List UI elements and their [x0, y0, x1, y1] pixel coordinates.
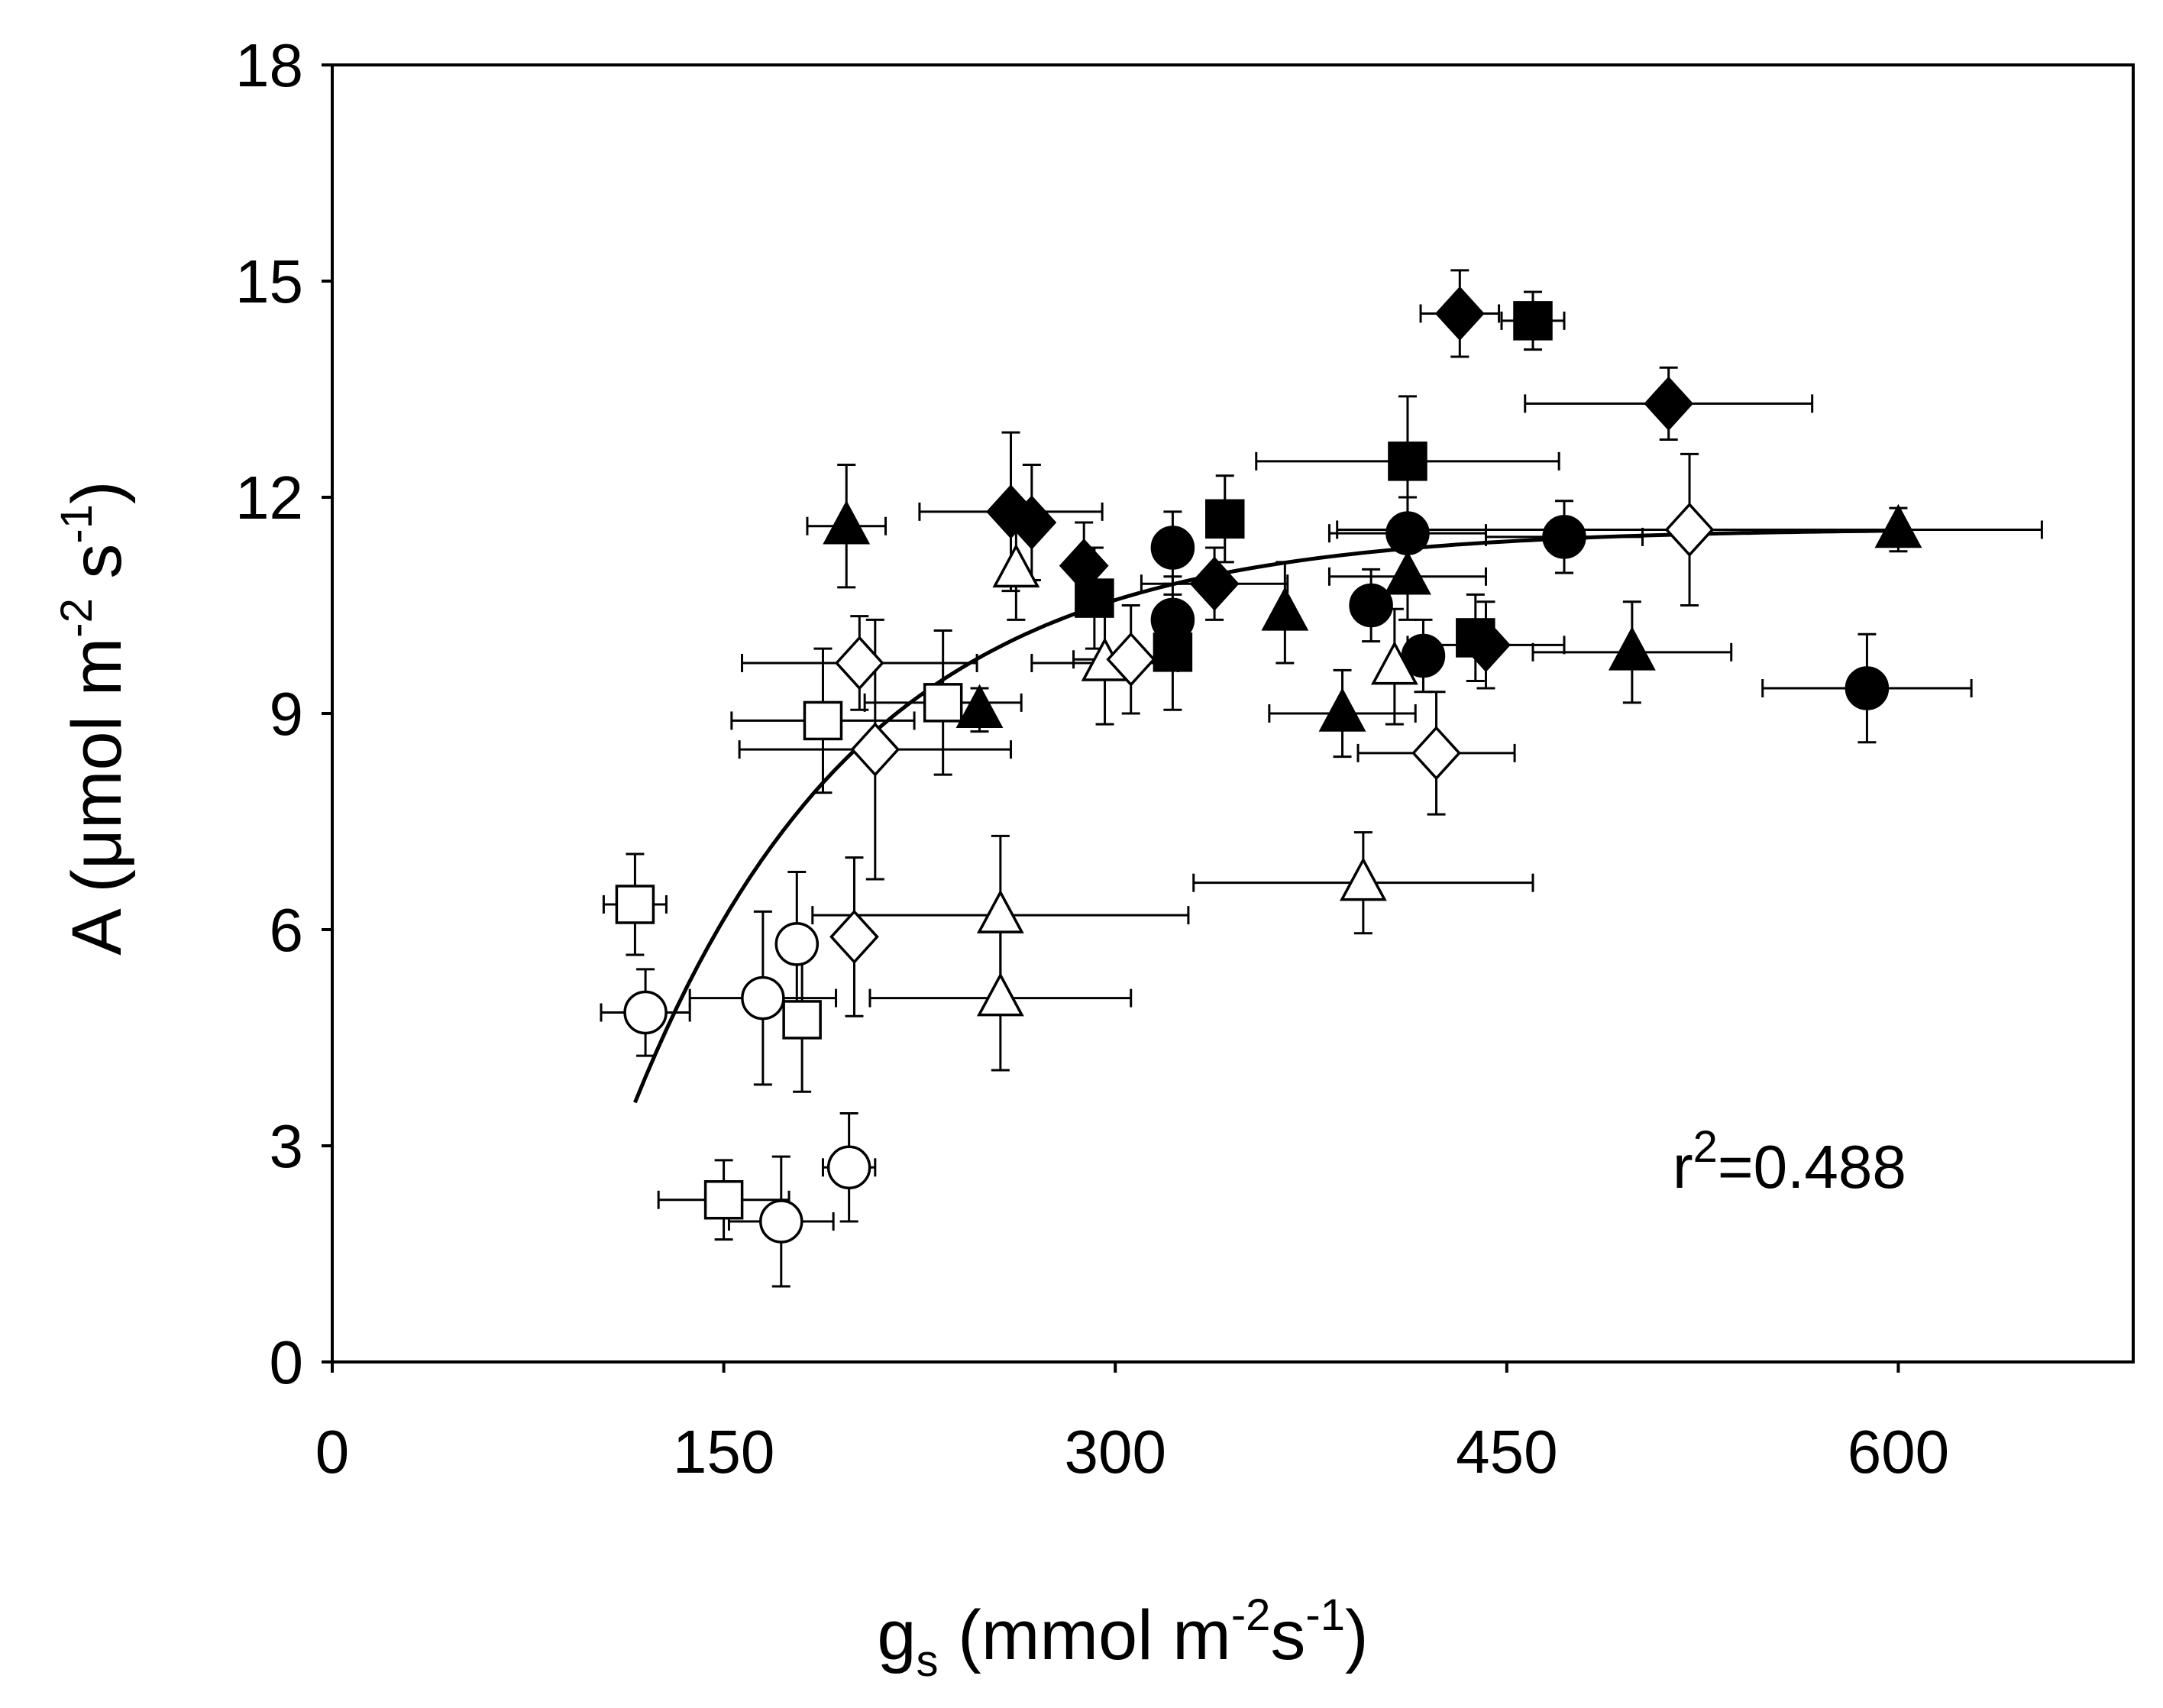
- y-tick-label: 3: [270, 1112, 304, 1180]
- open-diamond-point: [850, 722, 900, 777]
- filled-square-point: [1204, 499, 1245, 539]
- open-triangle-point: [976, 889, 1024, 933]
- open-circle-point: [774, 922, 820, 966]
- open-diamond-point: [829, 909, 879, 965]
- open-circle-point: [759, 1199, 803, 1244]
- r-squared-annotation: r2=0.488: [1673, 1122, 1906, 1201]
- filled-triangle-point: [1318, 687, 1366, 732]
- filled-square-point: [1513, 301, 1553, 341]
- y-tick-label: 9: [270, 680, 304, 748]
- x-title-main: g: [877, 1596, 916, 1674]
- open-circle-point: [741, 975, 785, 1021]
- x-title-mid: s: [1270, 1596, 1305, 1674]
- filled-triangle-point: [1261, 587, 1309, 631]
- open-square-point: [803, 700, 843, 741]
- filled-circle-point: [1401, 633, 1446, 678]
- y-tick-label: 0: [270, 1328, 304, 1396]
- y-axis: 0 3 6 9 12 15 18: [235, 31, 332, 1396]
- filled-diamond-point: [1644, 376, 1694, 431]
- open-circle-point: [826, 1145, 871, 1190]
- y-title-main: A (: [58, 869, 136, 956]
- r2-exponent: 2: [1693, 1122, 1718, 1172]
- filled-diamond-point: [1434, 286, 1485, 341]
- y-tick-label: 6: [270, 896, 304, 964]
- open-diamond-point: [1411, 726, 1461, 781]
- x-title-exp1: -2: [1231, 1590, 1271, 1640]
- fit-curve-layer: [633, 529, 1899, 1104]
- data-markers: [615, 286, 1922, 1244]
- filled-triangle-point: [1384, 551, 1431, 595]
- filled-diamond-point: [1059, 539, 1109, 594]
- x-title-unit: (mmol m: [939, 1596, 1231, 1674]
- y-title-unit: mol m: [58, 638, 136, 829]
- x-axis: 0 150 300 450 600: [315, 1362, 1949, 1486]
- y-title-mid: s: [58, 544, 136, 599]
- y-title-exp2: -1: [52, 504, 102, 544]
- y-axis-title: A (μmol m-2 s-1): [52, 480, 136, 955]
- filled-circle-point: [1542, 515, 1586, 559]
- filled-diamond-point: [1007, 495, 1057, 550]
- open-triangle-point: [976, 972, 1024, 1017]
- x-axis-title: gs (mmol m-2s-1): [877, 1590, 1368, 1686]
- filled-triangle-point: [1608, 626, 1656, 671]
- y-tick-label: 15: [235, 247, 303, 315]
- open-diamond-point: [1664, 502, 1715, 558]
- open-square-point: [615, 885, 655, 924]
- filled-triangle-point: [1874, 503, 1922, 548]
- open-square-point: [923, 683, 963, 723]
- filled-square-point: [1388, 442, 1427, 481]
- open-diamond-point: [1106, 632, 1156, 687]
- filled-diamond-point: [1189, 556, 1240, 611]
- x-title-sub: s: [917, 1636, 939, 1686]
- open-triangle-point: [1370, 640, 1418, 685]
- filled-triangle-point: [823, 500, 871, 545]
- filled-circle-point: [1845, 666, 1890, 710]
- open-diamond-point: [834, 636, 884, 691]
- x-tick-label: 300: [1064, 1418, 1166, 1486]
- open-triangle-point: [1339, 856, 1387, 901]
- y-title-close: ): [58, 480, 136, 504]
- x-tick-label: 0: [315, 1418, 350, 1486]
- x-title-exp2: -1: [1305, 1590, 1345, 1640]
- open-triangle-point: [992, 543, 1040, 588]
- x-tick-label: 600: [1848, 1418, 1949, 1486]
- y-tick-label: 12: [235, 464, 303, 532]
- x-title-close: ): [1345, 1596, 1369, 1674]
- filled-diamond-point: [1461, 617, 1511, 672]
- y-title-exp1: -2: [52, 598, 102, 638]
- r2-base: r: [1673, 1133, 1693, 1201]
- fit-curve: [633, 529, 1899, 1104]
- open-square-point: [782, 1000, 822, 1040]
- filled-circle-point: [1349, 583, 1393, 628]
- filled-circle-point: [1150, 526, 1195, 570]
- x-tick-label: 150: [673, 1418, 774, 1486]
- x-tick-label: 450: [1456, 1418, 1557, 1486]
- filled-circle-point: [1385, 511, 1430, 555]
- open-square-point: [703, 1180, 744, 1220]
- filled-triangle-point: [955, 684, 1004, 729]
- y-title-mu: μ: [58, 829, 136, 869]
- y-tick-label: 18: [235, 31, 303, 99]
- filled-square-point: [1153, 632, 1193, 672]
- r2-value: =0.488: [1718, 1133, 1906, 1201]
- open-circle-point: [623, 990, 668, 1035]
